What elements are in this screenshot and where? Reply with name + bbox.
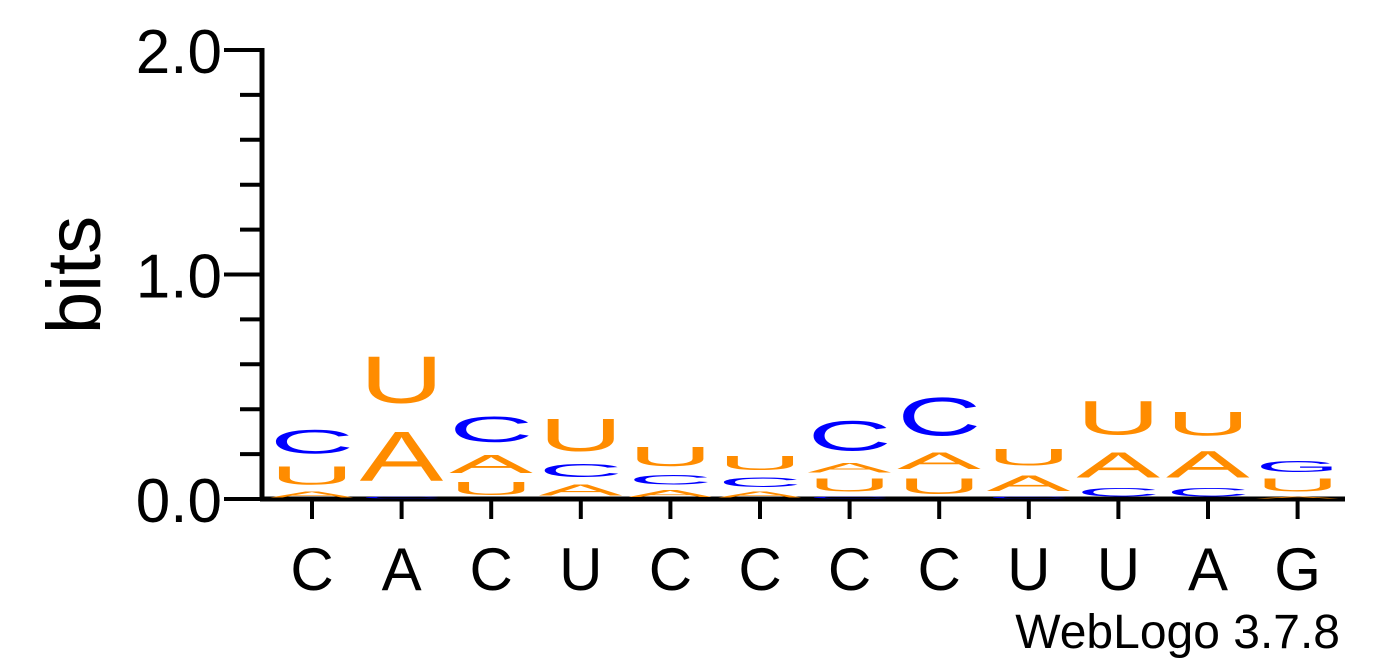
logo-letter-a: A xyxy=(449,450,533,479)
logo-letter-c: C xyxy=(449,409,533,449)
logo-letter-a: A xyxy=(539,481,623,499)
x-tick-label: C xyxy=(470,536,513,603)
logo-position-stack: ACU xyxy=(628,440,713,499)
weblogo-version-footer: WebLogo 3.7.8 xyxy=(1015,606,1340,659)
logo-letter-a: A xyxy=(1076,445,1160,486)
logo-position-stack: CAU xyxy=(987,444,1071,499)
logo-letter-u: U xyxy=(718,452,802,475)
logo-letter-a: A xyxy=(808,460,892,476)
logo-position-stack: CAU xyxy=(1166,405,1250,499)
y-tick-label: 0.0 xyxy=(136,467,222,536)
logo-letter-c: C xyxy=(718,474,802,490)
logo-letter-u: U xyxy=(897,474,981,499)
x-tick-label: C xyxy=(738,536,781,603)
logo-position-stack: CAU xyxy=(360,343,444,499)
logo-letter-u: U xyxy=(628,440,712,472)
logo-position-stack: AUG xyxy=(1256,458,1340,499)
logo-letter-a: A xyxy=(987,471,1071,496)
x-tick-label: U xyxy=(1007,536,1050,603)
logo-letter-a: A xyxy=(1256,496,1340,499)
logo-position-stack: ACU xyxy=(539,409,623,499)
logo-letter-a: A xyxy=(628,488,713,499)
logo-letter-a: A xyxy=(718,490,803,499)
x-tick-label: C xyxy=(290,536,333,603)
logo-letter-c: C xyxy=(360,496,444,499)
y-axis-label: bits xyxy=(32,216,117,334)
x-tick-label: C xyxy=(918,536,961,603)
logo-letter-u: U xyxy=(449,479,533,499)
logo-letter-u: U xyxy=(1166,405,1250,443)
logo-letter-c: C xyxy=(987,496,1071,499)
x-tick-label: C xyxy=(828,536,871,603)
logo-letter-u: U xyxy=(360,343,444,417)
logo-position-stack: AUC xyxy=(270,423,355,499)
x-tick-label: A xyxy=(382,536,422,603)
logo-letter-c: C xyxy=(1166,485,1250,499)
logo-letter-a: A xyxy=(897,447,982,474)
logo-letter-u: U xyxy=(539,409,623,461)
logo-position-stack: CAU xyxy=(1076,391,1160,499)
logo-letter-c: C xyxy=(270,423,354,461)
logo-position-stack: UAC xyxy=(897,387,982,499)
logo-letter-u: U xyxy=(1076,391,1160,445)
logo-letter-c: C xyxy=(539,461,623,481)
logo-letter-a: A xyxy=(270,490,355,499)
logo-letter-c: C xyxy=(1076,485,1160,499)
logo-position-stack: UAC xyxy=(449,409,533,499)
x-tick-label: A xyxy=(1188,536,1228,603)
logo-position-stack: ACU xyxy=(718,452,803,499)
logo-letter-c: C xyxy=(628,472,712,488)
x-tick-label: G xyxy=(1274,536,1321,603)
logo-letter-c: C xyxy=(897,387,981,447)
y-tick-label: 1.0 xyxy=(136,243,222,312)
logo-letter-u: U xyxy=(270,461,354,490)
y-axis: 0.0 1.0 2.0 xyxy=(136,18,265,536)
logo-letter-c: C xyxy=(808,496,892,499)
logo-letter-c: C xyxy=(808,412,892,459)
x-tick-label: C xyxy=(649,536,692,603)
logo-letter-u: U xyxy=(808,475,892,495)
logo-letter-a: A xyxy=(360,417,444,496)
y-tick-label: 2.0 xyxy=(136,18,222,87)
logo-letter-a: A xyxy=(1166,443,1250,486)
logo-letter-u: U xyxy=(987,444,1071,471)
x-tick-label: U xyxy=(559,536,602,603)
logo-letter-g: G xyxy=(1256,458,1340,476)
logo-letter-u: U xyxy=(1256,475,1340,495)
x-tick-label: U xyxy=(1097,536,1140,603)
